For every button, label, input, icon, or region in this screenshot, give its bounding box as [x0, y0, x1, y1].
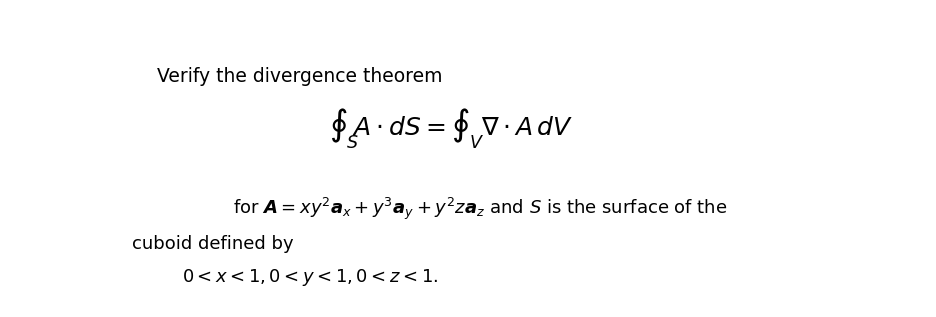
Text: cuboid defined by: cuboid defined by — [131, 235, 293, 253]
Text: $\oint_S \! A \cdot dS = \oint_V \nabla \cdot A \, dV$: $\oint_S \! A \cdot dS = \oint_V \nabla … — [329, 107, 573, 151]
Text: $0 < x < 1, 0 < y < 1, 0 < z < 1.$: $0 < x < 1, 0 < y < 1, 0 < z < 1.$ — [183, 268, 438, 288]
Text: for $\boldsymbol{A} = xy^2\boldsymbol{a}_x + y^3\boldsymbol{a}_y + y^2z\boldsymb: for $\boldsymbol{A} = xy^2\boldsymbol{a}… — [233, 196, 726, 222]
Text: Verify the divergence theorem: Verify the divergence theorem — [157, 67, 442, 86]
